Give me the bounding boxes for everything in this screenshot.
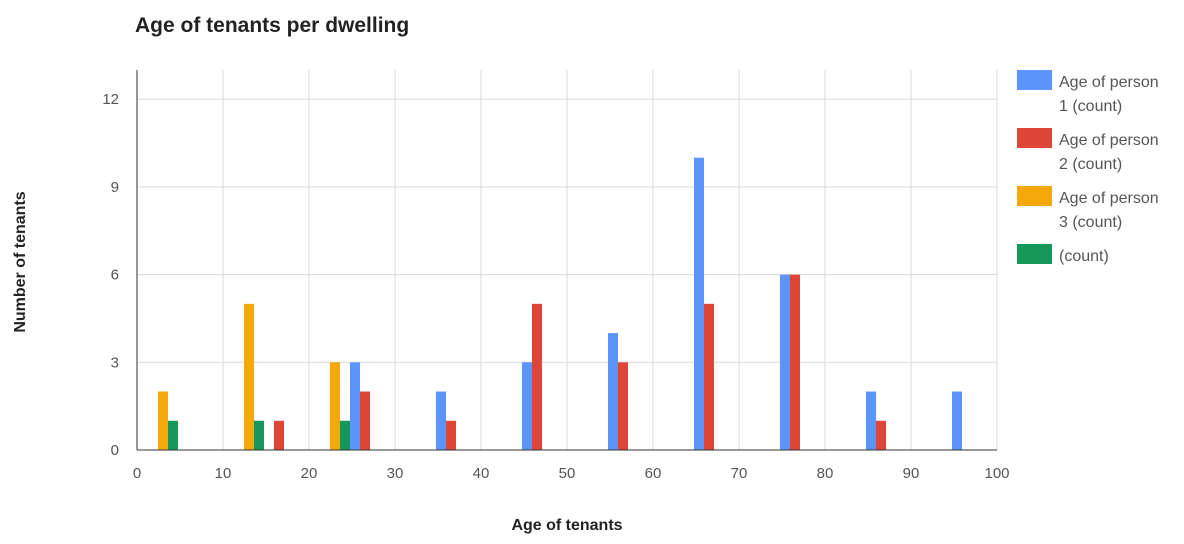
bar-series-4[interactable] bbox=[340, 420, 350, 450]
bars-layer bbox=[158, 157, 962, 450]
legend-label: Age of person bbox=[1059, 132, 1159, 149]
legend-swatch bbox=[1017, 128, 1052, 148]
bar-series-2[interactable] bbox=[274, 420, 284, 450]
bar-series-4[interactable] bbox=[168, 420, 178, 450]
bar-series-3[interactable] bbox=[244, 303, 254, 450]
bar-series-1[interactable] bbox=[608, 333, 618, 450]
x-tick-label: 30 bbox=[387, 465, 404, 482]
bar-series-2[interactable] bbox=[618, 362, 628, 450]
legend-swatch bbox=[1017, 186, 1052, 206]
bar-series-2[interactable] bbox=[446, 420, 456, 450]
legend-label-line2: 3 (count) bbox=[1059, 214, 1122, 231]
bar-series-4[interactable] bbox=[254, 420, 264, 450]
legend: Age of person 1 (count) Age of person 2 (co… bbox=[1017, 70, 1159, 265]
x-tick-label: 20 bbox=[301, 465, 318, 482]
bar-series-3[interactable] bbox=[158, 391, 168, 450]
bar-series-1[interactable] bbox=[522, 362, 532, 450]
x-tick-label: 0 bbox=[133, 465, 141, 482]
y-tick-label: 3 bbox=[111, 354, 119, 371]
y-axis-title: Number of tenants bbox=[12, 191, 29, 332]
y-tick-label: 9 bbox=[111, 179, 119, 196]
x-tick-label: 70 bbox=[731, 465, 748, 482]
x-tick-label: 80 bbox=[817, 465, 834, 482]
bar-series-1[interactable] bbox=[436, 391, 446, 450]
x-tick-label: 60 bbox=[645, 465, 662, 482]
bar-series-2[interactable] bbox=[876, 420, 886, 450]
x-tick-label: 90 bbox=[903, 465, 920, 482]
x-tick-label: 40 bbox=[473, 465, 490, 482]
bar-series-1[interactable] bbox=[694, 157, 704, 450]
x-tick-label: 10 bbox=[215, 465, 232, 482]
x-tick-label: 100 bbox=[984, 465, 1009, 482]
chart-title: Age of tenants per dwelling bbox=[135, 14, 409, 37]
bar-series-1[interactable] bbox=[952, 391, 962, 450]
axis-layer: 0 10 20 30 40 50 60 70 80 90 100 0 3 6 9 12 bbox=[102, 70, 1010, 482]
legend-swatch bbox=[1017, 70, 1052, 90]
y-tick-label: 12 bbox=[102, 91, 119, 108]
legend-label: Age of person bbox=[1059, 190, 1159, 207]
grid-layer bbox=[137, 70, 998, 450]
bar-series-2[interactable] bbox=[360, 391, 370, 450]
y-tick-label: 0 bbox=[111, 442, 119, 459]
x-axis-title: Age of tenants bbox=[511, 517, 622, 534]
y-tick-label: 6 bbox=[111, 267, 119, 284]
x-tick-label: 50 bbox=[559, 465, 576, 482]
bar-series-3[interactable] bbox=[330, 362, 340, 450]
bar-series-2[interactable] bbox=[704, 303, 714, 450]
bar-series-2[interactable] bbox=[532, 303, 542, 450]
legend-label: (count) bbox=[1059, 248, 1109, 265]
bar-series-2[interactable] bbox=[790, 274, 800, 450]
legend-label-line2: 1 (count) bbox=[1059, 98, 1122, 115]
legend-label: Age of person bbox=[1059, 74, 1159, 91]
bar-series-1[interactable] bbox=[780, 274, 790, 450]
bar-series-1[interactable] bbox=[866, 391, 876, 450]
bar-series-1[interactable] bbox=[350, 362, 360, 450]
legend-swatch bbox=[1017, 244, 1052, 264]
legend-label-line2: 2 (count) bbox=[1059, 156, 1122, 173]
